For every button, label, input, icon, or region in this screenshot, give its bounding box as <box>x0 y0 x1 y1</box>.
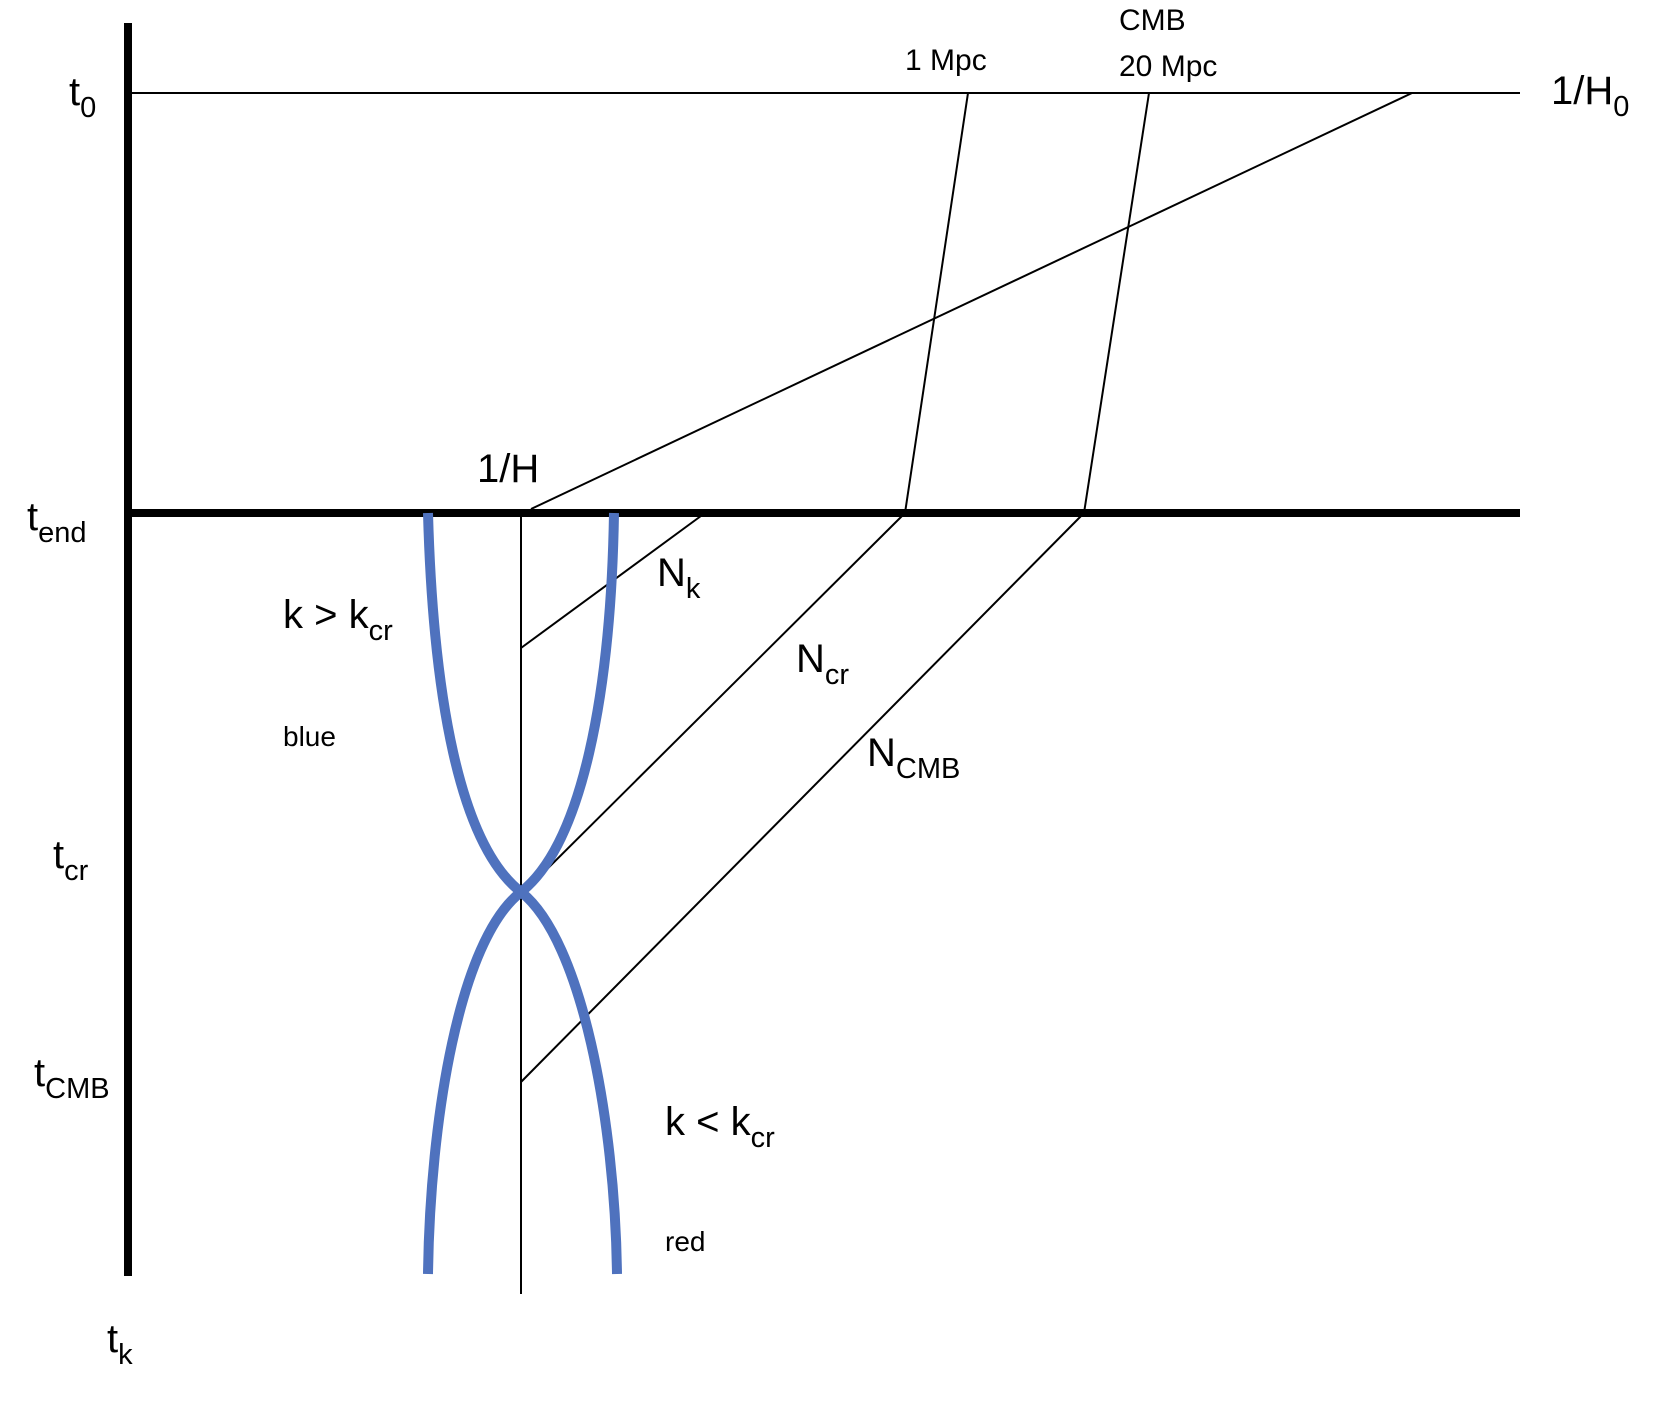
label: tcr <box>53 833 89 887</box>
label-text: N <box>867 731 896 775</box>
label-text: t <box>69 70 80 114</box>
label-subscript: CMB <box>45 1073 109 1105</box>
label: 20 Mpc <box>1119 50 1217 83</box>
label: NCMB <box>867 731 960 785</box>
label-subscript: cr <box>64 855 89 887</box>
label-subscript: k <box>686 573 701 605</box>
label-subscript: cr <box>751 1122 776 1154</box>
hubble-radius-line <box>530 92 1413 510</box>
label: Ncr <box>796 637 849 691</box>
label-subscript: CMB <box>896 753 960 785</box>
label: red <box>665 1226 705 1257</box>
mpc-line <box>904 92 969 514</box>
label-text: blue <box>283 721 336 752</box>
blue-curve <box>423 512 525 896</box>
label-subscript: 0 <box>1613 91 1629 123</box>
ncmb-line <box>520 512 1085 1083</box>
label-text: 1 Mpc <box>905 44 987 77</box>
label-text: t <box>27 495 38 539</box>
label: blue <box>283 721 336 752</box>
red-curve <box>517 888 622 1275</box>
label-subscript: cr <box>369 615 394 647</box>
label: 1/H0 <box>1551 69 1629 123</box>
label-text: 20 Mpc <box>1119 50 1217 83</box>
label: tk <box>107 1317 133 1371</box>
label-text: N <box>657 551 686 595</box>
label-text: k < k <box>665 1100 752 1144</box>
ncr-line <box>520 512 906 896</box>
label: Nk <box>657 551 701 605</box>
label-subscript: cr <box>825 659 850 691</box>
label-text: t <box>53 833 64 877</box>
label-subscript: 0 <box>80 92 96 124</box>
label-text: N <box>796 637 825 681</box>
label: k > kcr <box>283 593 393 647</box>
label: CMB <box>1119 4 1186 37</box>
label-text: 1/H <box>1551 69 1613 113</box>
label: t0 <box>69 70 96 124</box>
label: tend <box>27 495 87 549</box>
label-text: red <box>665 1226 705 1257</box>
label-text: t <box>34 1051 45 1095</box>
label-text: CMB <box>1119 4 1186 37</box>
label: 1 Mpc <box>905 44 987 77</box>
label-subscript: end <box>38 517 86 549</box>
label-subscript: k <box>118 1339 133 1371</box>
label-text: 1/H <box>477 447 539 491</box>
blue-curve <box>517 512 619 896</box>
label: 1/H <box>477 447 539 491</box>
label: tCMB <box>34 1051 110 1105</box>
label-text: k > k <box>283 593 370 637</box>
cmb-line <box>1083 92 1150 514</box>
label-text: t <box>107 1317 118 1361</box>
red-curve <box>423 888 525 1275</box>
label: k < kcr <box>665 1100 775 1154</box>
